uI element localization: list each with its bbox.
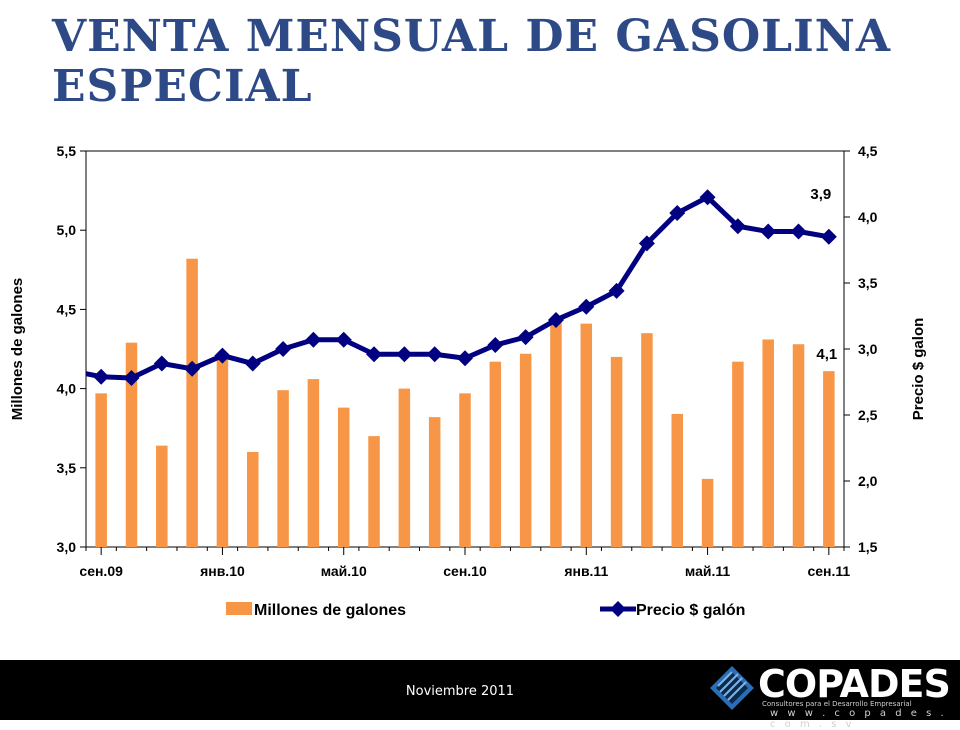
logo-name: COPADES bbox=[758, 662, 951, 706]
legend-swatch-bars bbox=[226, 602, 252, 615]
y-left-tick-label: 3,5 bbox=[57, 460, 77, 476]
x-tick-label: янв.11 bbox=[564, 563, 608, 579]
x-tick-label: сен.09 bbox=[79, 563, 123, 579]
price-marker bbox=[426, 346, 443, 363]
bar bbox=[428, 417, 441, 547]
bar bbox=[823, 371, 835, 547]
x-tick-label: май.11 bbox=[685, 563, 730, 579]
x-tick-label: янв.10 bbox=[200, 563, 245, 579]
slide-title: VENTA MENSUAL DE GASOLINA ESPECIAL bbox=[52, 11, 892, 112]
legend-label-line: Precio $ galón bbox=[636, 602, 745, 619]
bar bbox=[368, 436, 380, 547]
bar bbox=[701, 478, 714, 547]
y-left-tick-label: 3,0 bbox=[57, 539, 77, 555]
x-tick-label: сен.10 bbox=[443, 563, 487, 579]
price-marker bbox=[153, 355, 170, 372]
y-left-axis-title: Millones de galones bbox=[9, 278, 26, 421]
volume-end-label: 4,1 bbox=[816, 346, 837, 363]
price-marker bbox=[214, 347, 231, 364]
price-marker bbox=[790, 223, 807, 240]
x-tick-label: май.10 bbox=[321, 563, 367, 579]
y-right-tick-label: 2,5 bbox=[858, 407, 878, 423]
bar bbox=[459, 393, 471, 547]
bar bbox=[216, 355, 229, 547]
bar bbox=[762, 339, 774, 547]
price-marker bbox=[638, 235, 655, 252]
bar bbox=[610, 356, 623, 547]
price-marker bbox=[305, 331, 322, 348]
price-marker bbox=[457, 350, 473, 367]
price-marker bbox=[760, 223, 777, 240]
bar bbox=[277, 390, 289, 547]
y-left-tick-label: 4,5 bbox=[57, 301, 77, 317]
price-marker bbox=[366, 346, 383, 363]
x-tick-label: сен.11 bbox=[807, 563, 850, 579]
bar bbox=[550, 320, 562, 547]
logo-url: w w w . c o p a d e s . c o m . s v bbox=[770, 708, 947, 730]
y-right-tick-label: 3,5 bbox=[858, 275, 878, 291]
price-end-label: 3,9 bbox=[810, 186, 831, 203]
bar bbox=[337, 407, 350, 547]
legend-swatch-marker bbox=[610, 601, 626, 617]
bar bbox=[156, 445, 168, 547]
bar bbox=[732, 361, 744, 547]
y-left-tick-label: 4,0 bbox=[57, 381, 77, 397]
price-marker bbox=[244, 355, 261, 372]
bar bbox=[519, 353, 532, 547]
bar bbox=[125, 342, 138, 547]
logo-mark-icon bbox=[710, 666, 754, 710]
price-marker bbox=[335, 331, 352, 348]
bar bbox=[95, 393, 107, 547]
footer-bar: Noviembre 2011 COPADES Consultores para … bbox=[0, 660, 960, 730]
legend-label-bars: Millones de galones bbox=[254, 602, 406, 619]
price-marker bbox=[396, 346, 413, 363]
y-right-tick-label: 4,5 bbox=[858, 143, 878, 159]
price-marker bbox=[184, 360, 201, 377]
price-marker bbox=[729, 218, 746, 235]
company-logo: COPADES Consultores para el Desarrollo E… bbox=[704, 660, 960, 730]
logo-tagline: Consultores para el Desarrollo Empresari… bbox=[762, 700, 912, 708]
y-left-tick-label: 5,0 bbox=[57, 222, 77, 238]
bar bbox=[489, 361, 502, 547]
price-marker bbox=[275, 341, 292, 357]
bar bbox=[792, 344, 805, 547]
footer-date: Noviembre 2011 bbox=[405, 684, 515, 699]
y-left-tick-label: 5,5 bbox=[57, 143, 77, 159]
price-marker bbox=[699, 189, 716, 206]
price-marker bbox=[487, 337, 504, 354]
y-right-tick-label: 2,0 bbox=[858, 473, 878, 489]
y-right-tick-label: 3,0 bbox=[858, 341, 878, 357]
price-marker bbox=[547, 311, 564, 328]
bar bbox=[671, 413, 683, 547]
price-marker bbox=[669, 205, 686, 222]
y-right-tick-label: 1,5 bbox=[858, 539, 878, 555]
y-right-tick-label: 4,0 bbox=[858, 209, 878, 225]
bar bbox=[580, 323, 593, 547]
combo-chart: 3,0 3,5 4,0 4,5 5,0 5,5 1,5 2,0 2,5 3,0 3,5 4,0 4,5 с… bbox=[9, 143, 927, 619]
price-marker bbox=[93, 368, 110, 385]
price-marker bbox=[820, 228, 837, 245]
bar bbox=[247, 451, 259, 547]
price-marker bbox=[123, 370, 140, 387]
bar bbox=[398, 388, 411, 547]
price-marker bbox=[578, 298, 595, 315]
bar bbox=[641, 333, 653, 547]
price-marker bbox=[608, 282, 625, 299]
price-marker bbox=[517, 329, 534, 346]
y-right-axis-title: Precio $ galon bbox=[910, 318, 927, 421]
bar bbox=[186, 258, 198, 547]
bar bbox=[307, 379, 320, 547]
